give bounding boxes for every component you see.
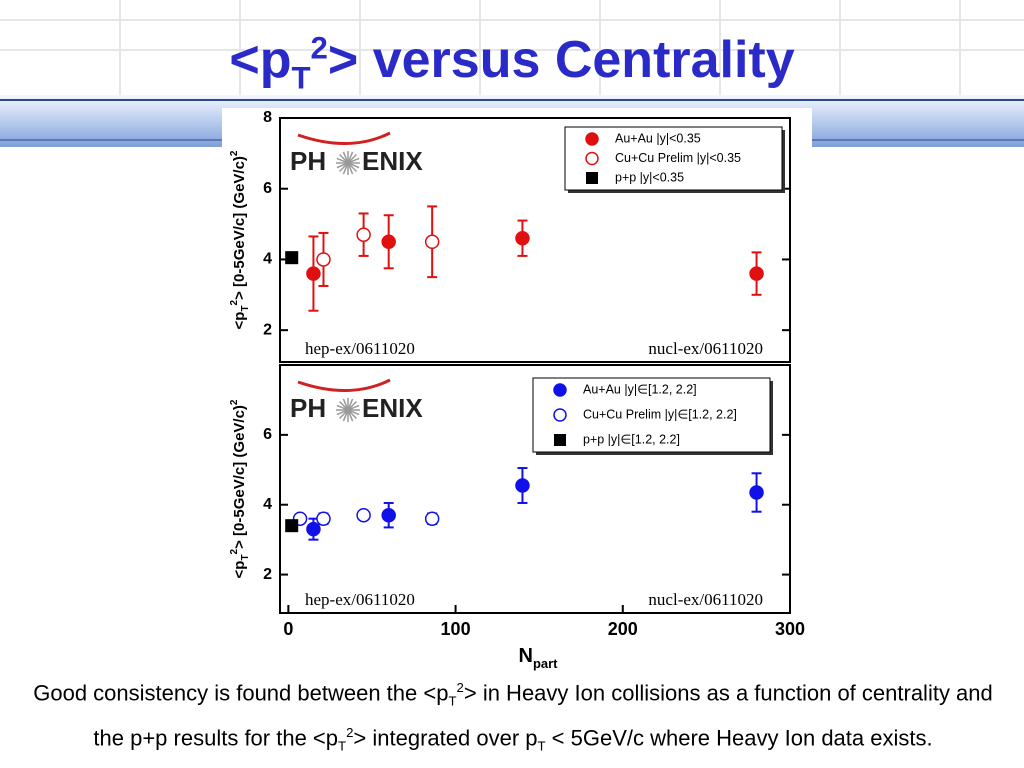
- caption-subscript: T: [448, 693, 457, 709]
- logo-star: [336, 404, 360, 416]
- marker: [381, 234, 396, 250]
- marker: [306, 266, 321, 281]
- legend-label: p+p |y|∈[1.2, 2.2]: [583, 432, 680, 446]
- plot-frame: [279, 364, 791, 614]
- logo-text: ENIX: [362, 146, 423, 176]
- legend-label: p+p |y|<0.35: [615, 170, 684, 184]
- legend-label: Cu+Cu Prelim |y|<0.35: [615, 151, 741, 165]
- marker: [749, 266, 764, 281]
- y-tick-label: 8: [263, 109, 272, 126]
- x-tick-label: 0: [283, 619, 293, 639]
- y-axis-label: <pT2> [0-5GeV/c] (GeV/c)2: [229, 399, 251, 578]
- marker: [285, 519, 299, 533]
- marker: [381, 507, 396, 523]
- legend-marker: [554, 434, 566, 446]
- marker: [424, 511, 440, 526]
- y-tick-label: 6: [263, 426, 272, 443]
- legend-marker: [553, 408, 567, 422]
- caption-subscript: T: [537, 738, 546, 754]
- legend-marker: [586, 172, 598, 184]
- marker: [749, 485, 764, 500]
- y-axis-label-part: T: [240, 305, 251, 311]
- caption-text: Good consistency is found between the <p: [33, 680, 449, 706]
- y-axis-label: <pT2> [0-5GeV/c] (GeV/c)2: [229, 150, 251, 329]
- marker: [515, 230, 530, 246]
- y-tick-label: 2: [263, 321, 272, 338]
- logo-text: PH: [290, 146, 326, 176]
- y-axis-label-part: > [0-5GeV/c] (GeV/c): [231, 156, 248, 300]
- logo-star: [336, 157, 360, 169]
- y-tick-label: 4: [263, 496, 272, 513]
- y-axis-label-part: 2: [229, 399, 240, 405]
- y-axis-label-part: T: [240, 554, 251, 560]
- marker: [316, 511, 331, 526]
- caption-text: > integrated over p: [353, 725, 538, 751]
- x-tick-label: 300: [775, 619, 805, 639]
- y-tick-label: 4: [263, 251, 272, 268]
- legend-label: Au+Au |y|<0.35: [615, 131, 701, 145]
- legend-marker: [585, 151, 599, 166]
- legend-box: [564, 126, 783, 191]
- marker: [515, 478, 530, 493]
- title-superscript: 2: [310, 30, 328, 66]
- caption-subscript: T: [338, 738, 347, 754]
- slide-title: <pT2> versus Centrality: [0, 30, 1024, 96]
- y-axis-label-part: 2: [229, 150, 240, 156]
- logo-arc: [297, 131, 391, 145]
- caption-superscript: 2: [456, 680, 464, 695]
- background-grid: [0, 0, 1024, 95]
- legend-label: Cu+Cu Prelim |y|∈[1.2, 2.2]: [583, 407, 737, 421]
- y-axis-label-part: > [0-5GeV/c] (GeV/c): [231, 405, 248, 549]
- caption: Good consistency is found between the <p…: [30, 672, 996, 761]
- title-text: <p: [229, 31, 292, 89]
- marker: [356, 507, 371, 523]
- legend-label: Au+Au |y|∈[1.2, 2.2]: [583, 382, 697, 396]
- caption-text: < 5GeV/c where Heavy Ion data exists.: [545, 725, 933, 751]
- x-tick-label: 200: [608, 619, 638, 639]
- title-subscript: T: [291, 60, 311, 96]
- caption-text: > in Heavy Ion collisions as a function …: [93, 680, 993, 751]
- marker: [356, 227, 371, 242]
- x-axis-label-part: part: [533, 656, 558, 671]
- y-axis-label-part: 2: [229, 299, 240, 305]
- y-axis-label-part: 2: [229, 548, 240, 554]
- marker: [306, 521, 321, 537]
- x-axis-label-part: N: [518, 645, 532, 667]
- caption-superscript: 2: [346, 724, 354, 740]
- legend-marker: [585, 132, 599, 146]
- annotation: nucl-ex/0611020: [648, 590, 763, 609]
- annotation: nucl-ex/0611020: [648, 339, 763, 358]
- logo-text: PH: [290, 393, 326, 423]
- logo-arc: [297, 378, 391, 392]
- annotation: hep-ex/0611020: [305, 590, 415, 609]
- legend-box: [532, 377, 771, 453]
- marker: [424, 234, 440, 250]
- marker: [285, 251, 299, 265]
- x-tick-label: 100: [441, 619, 471, 639]
- y-tick-label: 6: [263, 180, 272, 197]
- title-text: > versus Centrality: [327, 31, 795, 89]
- y-tick-label: 2: [263, 566, 272, 583]
- y-axis-label-part: <p: [231, 561, 248, 579]
- annotation: hep-ex/0611020: [305, 339, 415, 358]
- logo-text: ENIX: [362, 393, 423, 423]
- plot-frame: [279, 117, 791, 363]
- marker: [316, 252, 331, 267]
- x-axis-label: Npart: [518, 645, 558, 671]
- y-axis-label-part: <p: [231, 312, 248, 330]
- legend-marker: [553, 383, 567, 397]
